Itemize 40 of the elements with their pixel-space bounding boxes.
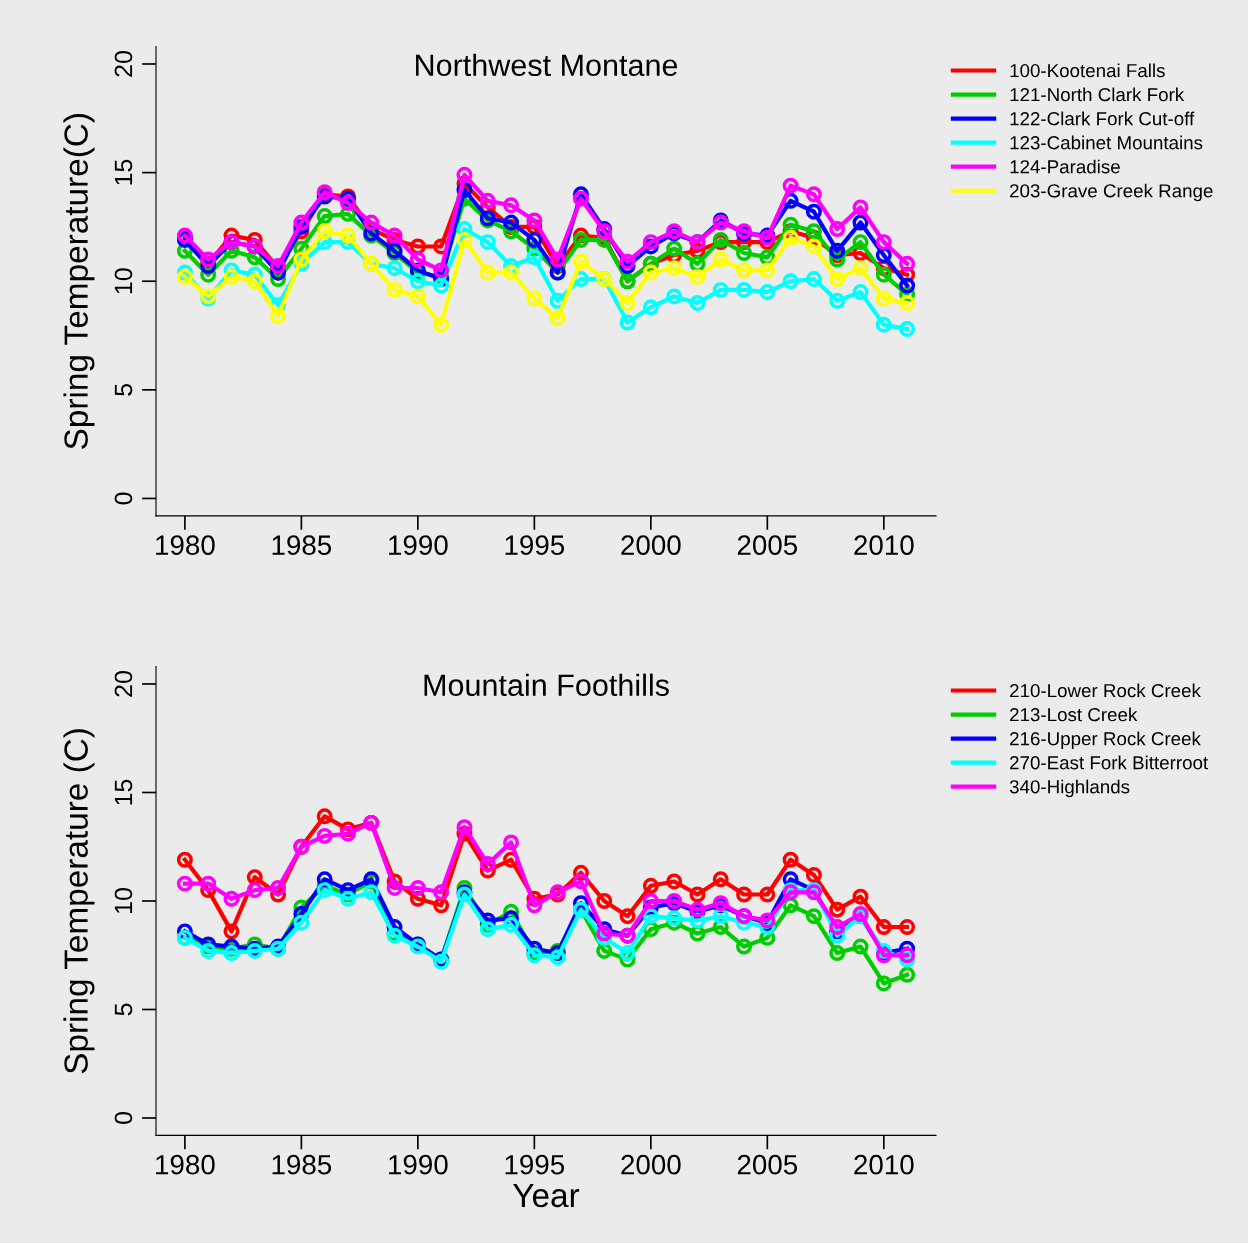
legend-label: 216-Upper Rock Creek	[1010, 731, 1201, 750]
x-tick-label: 1980	[156, 535, 215, 555]
legend-label: 340-Highlands	[1009, 779, 1130, 798]
chart-title: Northwest Montane	[416, 53, 678, 77]
legend-label: 100-Kootenai Falls	[1010, 63, 1165, 78]
x-tick-label: 2005	[737, 1154, 798, 1175]
legend-label: 203-Grave Creek Range	[1010, 183, 1213, 202]
y-tick-label: 15	[114, 159, 133, 185]
legend-label: 210-Lower Rock Creek	[1010, 683, 1201, 698]
y-tick-label: 0	[114, 1112, 133, 1124]
legend-label: 123-Cabinet Mountains	[1010, 135, 1203, 150]
legend-label: 213-Lost Creek	[1010, 707, 1138, 722]
x-tick-label: 2010	[854, 535, 914, 555]
x-tick-label: 2005	[737, 535, 798, 555]
x-axis-title: Year	[513, 1184, 580, 1208]
x-tick-label: 1980	[156, 1154, 215, 1175]
chart-title: Mountain Foothills	[424, 673, 669, 697]
x-tick-label: 1990	[389, 535, 448, 555]
x-tick-label: 1985	[272, 535, 332, 555]
y-tick-label: 10	[114, 888, 133, 913]
y-tick-label: 5	[114, 1003, 133, 1016]
y-tick-label: 10	[114, 268, 133, 294]
x-tick-label: 2000	[621, 535, 681, 555]
y-tick-label: 0	[114, 492, 133, 505]
y-axis-title: Spring Temperature (C)	[63, 729, 95, 1074]
legend-label: 121-North Clark Fork	[1010, 87, 1185, 102]
y-tick-label: 20	[114, 671, 133, 697]
y-tick-label: 5	[114, 383, 133, 396]
y-tick-label: 15	[114, 779, 133, 805]
legend-label: 124-Paradise	[1010, 159, 1120, 174]
x-tick-label: 1990	[389, 1154, 448, 1175]
x-tick-label: 1995	[505, 1154, 565, 1175]
x-tick-label: 1995	[505, 535, 565, 555]
legend-label: 270-East Fork Bitterroot	[1010, 755, 1209, 770]
x-tick-label: 1985	[272, 1154, 332, 1175]
x-tick-label: 2010	[854, 1154, 914, 1175]
y-tick-label: 20	[114, 51, 133, 77]
legend-label: 122-Clark Fork Cut-off	[1010, 111, 1195, 126]
y-axis-title: Spring Temperature(C)	[63, 114, 95, 449]
x-tick-label: 2000	[621, 1154, 681, 1175]
